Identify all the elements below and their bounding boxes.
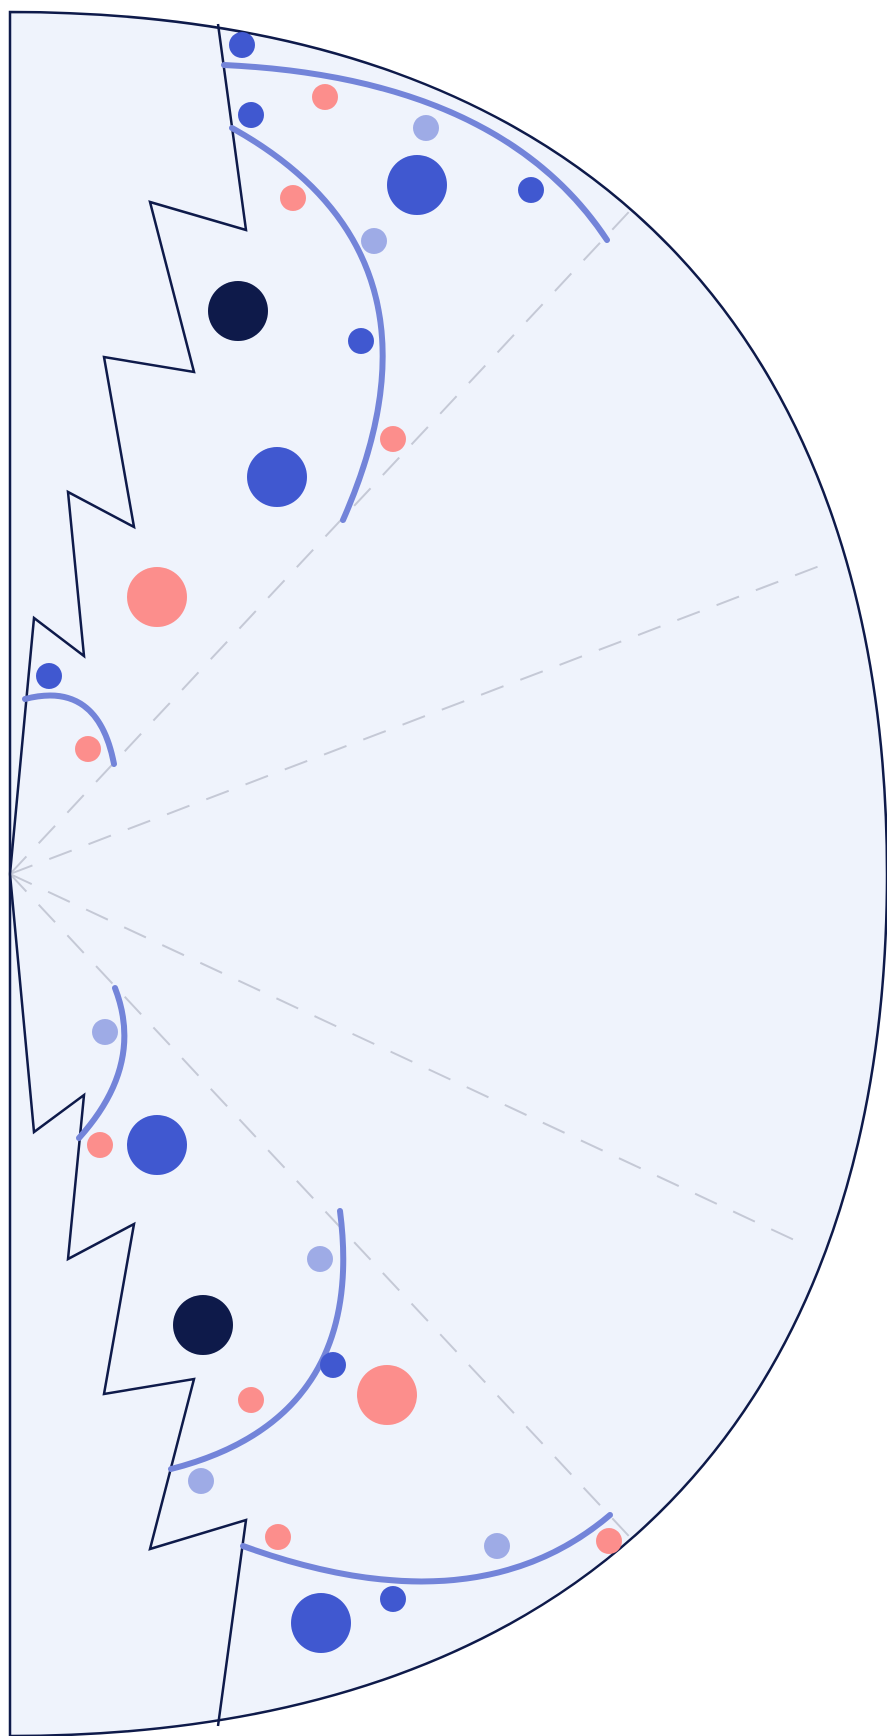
dot-salmon: [596, 1528, 622, 1554]
guide-rays: [9, 199, 831, 1549]
dot-navy: [173, 1295, 233, 1355]
outer-boundary: [8, 10, 887, 1736]
dot-salmon: [75, 736, 101, 762]
dot-salmon: [280, 185, 306, 211]
dot-salmon: [357, 1365, 417, 1425]
dot-blue: [291, 1593, 351, 1653]
dot-salmon: [87, 1132, 113, 1158]
dot-blue: [247, 447, 307, 507]
arc-mid-bottom: [168, 1208, 347, 1472]
dot-navy: [208, 281, 268, 341]
dot-salmon: [312, 84, 338, 110]
dot-blue: [127, 1115, 187, 1175]
zigzag-boundary: [8, 23, 248, 1727]
dot-salmon: [238, 1387, 264, 1413]
dot-blue: [320, 1352, 346, 1378]
guide-ray-upper: [9, 199, 641, 875]
arc-outer-top: [221, 62, 610, 243]
guide-ray-lower-mid: [9, 873, 806, 1246]
arc-inner-top: [22, 692, 117, 767]
arc-outer-bottom: [240, 1512, 613, 1585]
dot-salmon: [265, 1524, 291, 1550]
dot-salmon: [380, 426, 406, 452]
dot-blue: [387, 155, 447, 215]
dot-salmon: [127, 567, 187, 627]
dot-blue: [238, 102, 264, 128]
dot-blue: [380, 1586, 406, 1612]
dot-blue: [36, 663, 62, 689]
arc-strokes: [22, 62, 613, 1585]
dot-blue: [348, 328, 374, 354]
arc-inner-bottom: [76, 985, 128, 1141]
dot-light: [92, 1019, 118, 1045]
arc-mid-top: [229, 125, 386, 523]
dot-light: [307, 1246, 333, 1272]
guide-ray-upper-mid: [9, 561, 831, 875]
dot-light: [188, 1468, 214, 1494]
dot-group: [36, 32, 622, 1653]
dot-light: [484, 1533, 510, 1559]
guide-ray-lower: [9, 873, 641, 1549]
dot-blue: [518, 177, 544, 203]
dot-light: [361, 228, 387, 254]
dot-blue: [229, 32, 255, 58]
dot-light: [413, 115, 439, 141]
